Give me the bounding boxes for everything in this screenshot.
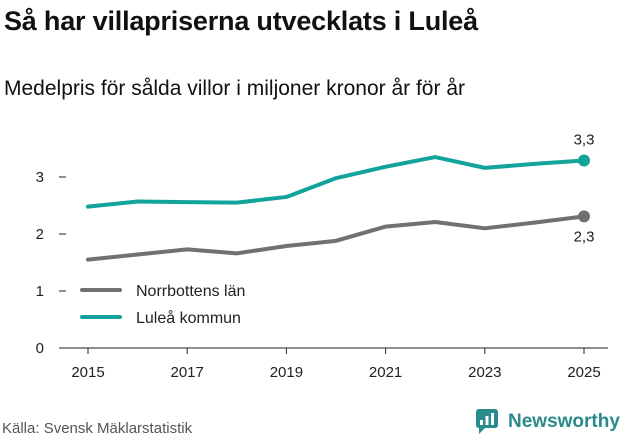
x-tick-label: 2017 bbox=[171, 364, 204, 381]
x-tick-label: 2015 bbox=[71, 364, 104, 381]
source-note: Källa: Svensk Mäklarstatistik bbox=[2, 420, 193, 437]
brand-logo: Newsworthy bbox=[476, 409, 620, 435]
series-line-norrbotten bbox=[86, 214, 586, 262]
x-tick-label: 2025 bbox=[567, 364, 600, 381]
chart-title: Så har villapriserna utvecklats i Luleå bbox=[4, 6, 478, 36]
y-tick-label: 3 bbox=[36, 169, 44, 186]
x-axis: 2015 2017 2019 2021 2023 2025 bbox=[71, 348, 601, 381]
y-tick-label: 0 bbox=[36, 340, 44, 357]
y-tick-label: 1 bbox=[36, 283, 44, 300]
data-label-norrbotten: 2,3 bbox=[574, 228, 595, 245]
data-label-lulea: 3,3 bbox=[574, 131, 595, 148]
legend-label-norrbotten: Norrbottens län bbox=[136, 283, 245, 300]
series-end-point-lulea bbox=[578, 154, 590, 167]
series-end-point-norrbotten bbox=[578, 210, 590, 223]
legend: Norrbottens län Luleå kommun bbox=[80, 283, 245, 327]
x-tick-label: 2023 bbox=[468, 364, 501, 381]
legend-label-lulea: Luleå kommun bbox=[136, 309, 241, 327]
y-axis: 0 1 2 3 bbox=[36, 169, 66, 357]
series-line-lulea bbox=[86, 155, 586, 209]
chart-subtitle: Medelpris för sålda villor i miljoner kr… bbox=[4, 77, 465, 100]
x-tick-label: 2021 bbox=[369, 364, 402, 381]
x-tick-label: 2019 bbox=[270, 364, 303, 381]
brand-name: Newsworthy bbox=[508, 411, 620, 432]
newsworthy-logo-icon bbox=[476, 409, 498, 434]
y-tick-label: 2 bbox=[36, 226, 44, 243]
series-layer: 2,3 3,3 bbox=[86, 131, 595, 262]
